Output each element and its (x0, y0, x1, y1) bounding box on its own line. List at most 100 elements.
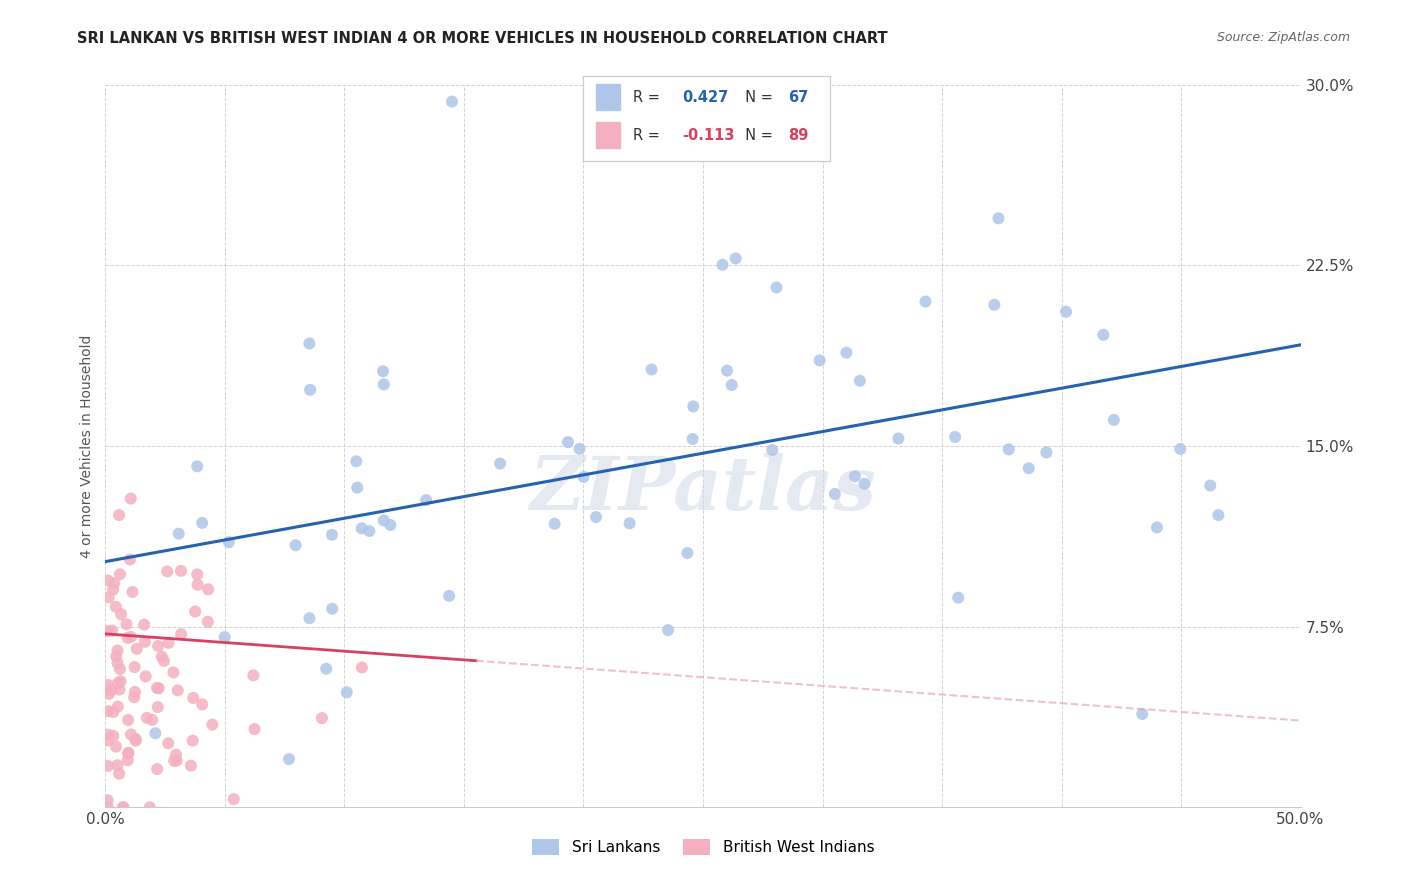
Point (112, 800, 135, 814)
Point (107, 656, 129, 670)
Point (103, 729, 125, 743)
Point (117, 746, 139, 760)
Point (103, 576, 125, 591)
Point (568, 442, 591, 456)
Point (765, 280, 787, 294)
Text: 0.427: 0.427 (682, 89, 728, 104)
Point (373, 513, 395, 527)
Point (1199, 478, 1222, 492)
Point (117, 631, 139, 645)
Point (222, 792, 245, 806)
Point (321, 601, 343, 615)
Point (489, 457, 512, 471)
Point (191, 698, 214, 712)
Point (711, 258, 734, 272)
Point (344, 454, 367, 468)
Point (157, 736, 180, 750)
Point (914, 294, 936, 309)
Point (201, 717, 224, 731)
Point (437, 589, 460, 603)
Point (619, 516, 641, 531)
Point (987, 211, 1010, 226)
Point (543, 516, 565, 531)
Point (97, 800, 120, 814)
Point (1102, 413, 1125, 427)
Point (321, 528, 343, 542)
Point (117, 746, 139, 760)
Point (682, 432, 704, 446)
Point (284, 538, 307, 552)
Point (124, 660, 146, 674)
Point (104, 599, 127, 614)
Point (720, 378, 742, 392)
Text: ZIPatlas: ZIPatlas (530, 453, 876, 525)
Text: N =: N = (737, 89, 778, 104)
Point (117, 753, 139, 767)
Point (97, 704, 120, 718)
Point (824, 487, 846, 501)
Point (1146, 520, 1168, 534)
Point (1130, 706, 1153, 721)
Point (166, 754, 188, 768)
Point (97, 591, 120, 605)
Point (97, 728, 120, 742)
Point (181, 690, 204, 705)
Point (853, 476, 876, 491)
Point (125, 641, 148, 656)
Text: N =: N = (737, 128, 778, 143)
Point (105, 739, 128, 754)
Point (835, 345, 858, 359)
Text: 67: 67 (787, 89, 808, 104)
Point (336, 685, 359, 699)
Point (724, 252, 747, 266)
Point (124, 685, 146, 699)
Point (125, 731, 148, 746)
Point (108, 766, 131, 780)
Point (148, 681, 170, 696)
Point (440, 95, 463, 109)
Point (162, 665, 184, 680)
Point (948, 591, 970, 605)
Point (134, 634, 156, 648)
Point (134, 617, 156, 632)
Point (146, 700, 169, 714)
Point (103, 705, 125, 719)
Point (135, 711, 157, 725)
Point (107, 676, 129, 690)
Point (242, 668, 264, 682)
Point (150, 649, 173, 664)
Point (97, 687, 120, 701)
Point (311, 711, 333, 725)
Point (1018, 461, 1040, 475)
Point (415, 493, 437, 508)
Point (165, 747, 187, 762)
Point (120, 491, 142, 506)
Point (997, 442, 1019, 457)
Point (156, 565, 179, 579)
Point (121, 585, 143, 599)
Point (157, 636, 180, 650)
Point (146, 762, 169, 776)
Point (371, 364, 394, 378)
Point (887, 432, 910, 446)
Y-axis label: 4 or more Vehicles in Household: 4 or more Vehicles in Household (80, 334, 94, 558)
Point (346, 481, 368, 495)
Point (943, 430, 966, 444)
Point (181, 733, 204, 747)
Point (108, 567, 131, 582)
Point (101, 582, 124, 597)
Point (1208, 508, 1230, 522)
Point (761, 442, 783, 457)
Text: 89: 89 (787, 128, 808, 143)
Point (676, 546, 699, 560)
Text: Source: ZipAtlas.com: Source: ZipAtlas.com (1216, 31, 1350, 45)
Point (107, 758, 129, 772)
Point (97, 759, 120, 773)
Point (122, 690, 145, 705)
Point (170, 564, 193, 578)
Point (120, 727, 142, 741)
Point (186, 459, 208, 474)
Point (101, 624, 124, 638)
Point (585, 510, 607, 524)
Point (97, 678, 120, 692)
